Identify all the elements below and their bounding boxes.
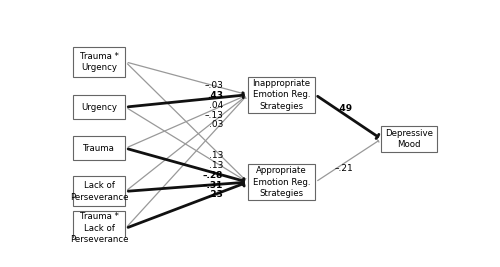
FancyBboxPatch shape: [381, 125, 438, 152]
Text: .49: .49: [336, 104, 352, 113]
Text: –.21: –.21: [335, 164, 354, 173]
Text: –.28: –.28: [203, 171, 224, 180]
Text: .04: .04: [209, 101, 224, 110]
Text: Depressive
Mood: Depressive Mood: [386, 129, 434, 149]
FancyBboxPatch shape: [248, 77, 316, 113]
Text: .13: .13: [209, 151, 224, 160]
FancyBboxPatch shape: [73, 176, 126, 206]
FancyBboxPatch shape: [248, 164, 316, 200]
Text: –.03: –.03: [204, 81, 224, 90]
Text: –.13: –.13: [204, 111, 224, 120]
Text: Trauma: Trauma: [84, 144, 115, 153]
FancyBboxPatch shape: [73, 136, 126, 160]
Text: Inappropriate
Emotion Reg.
Strategies: Inappropriate Emotion Reg. Strategies: [252, 79, 310, 111]
Text: .03: .03: [209, 120, 224, 129]
FancyBboxPatch shape: [73, 47, 126, 77]
Text: Trauma *
Lack of
Perseverance: Trauma * Lack of Perseverance: [70, 213, 128, 244]
Text: Trauma *
Urgency: Trauma * Urgency: [80, 52, 119, 72]
Text: Appropriate
Emotion Reg.
Strategies: Appropriate Emotion Reg. Strategies: [252, 166, 310, 198]
FancyBboxPatch shape: [73, 95, 126, 119]
Text: Lack of
Perseverance: Lack of Perseverance: [70, 181, 128, 202]
FancyBboxPatch shape: [73, 211, 126, 245]
Text: .13: .13: [209, 161, 224, 170]
Text: Urgency: Urgency: [82, 103, 118, 112]
Text: .23: .23: [208, 190, 224, 199]
Text: .43: .43: [208, 91, 224, 100]
Text: –.31: –.31: [203, 180, 224, 190]
